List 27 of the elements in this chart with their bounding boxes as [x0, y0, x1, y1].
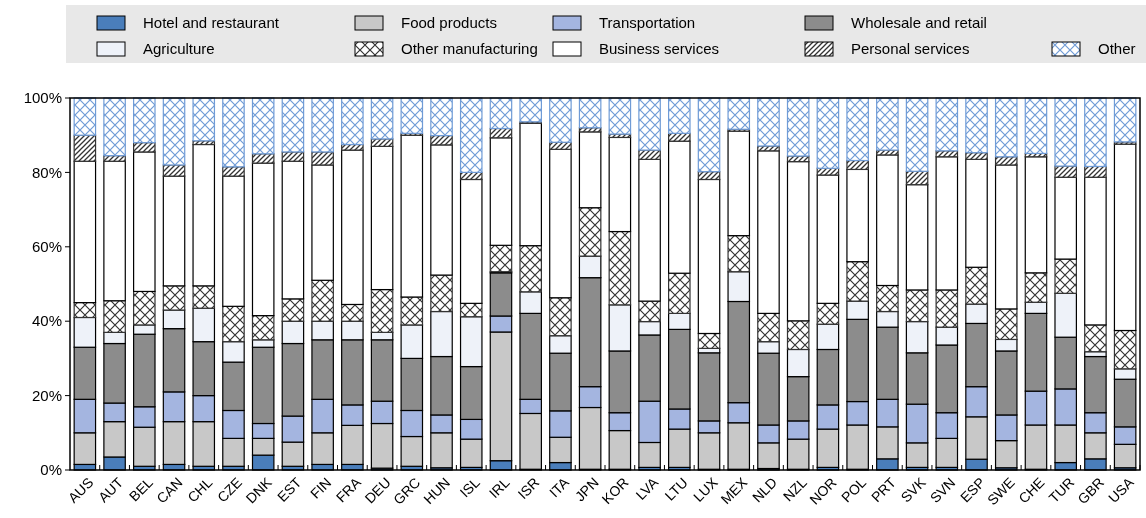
y-tick-label: 80%	[31, 163, 62, 181]
legend-label: Wholesale and retail	[851, 14, 987, 31]
x-tick-label: LVA	[632, 473, 662, 503]
legend-label: Personal services	[851, 40, 970, 57]
legend-label: Other manufacturing	[401, 40, 538, 57]
x-tick-label: CHL	[184, 474, 216, 506]
y-tick-label: 40%	[31, 312, 62, 330]
x-tick-label: NZL	[779, 474, 810, 505]
x-tick-label: POL	[838, 474, 870, 506]
legend-label: Transportation	[599, 14, 696, 31]
legend-label: Agriculture	[143, 40, 215, 57]
legend-label: Hotel and restaurant	[143, 14, 280, 31]
x-tick-label: TUR	[1045, 474, 1078, 506]
y-tick-label: 60%	[31, 238, 62, 256]
y-tick-label: 20%	[31, 386, 62, 404]
x-tick-label: FIN	[306, 474, 335, 502]
y-tick-label: 100%	[23, 89, 62, 107]
x-tick-label: ITA	[546, 473, 573, 501]
legend-label: Business services	[599, 40, 720, 57]
x-tick-label: ISR	[514, 474, 543, 503]
x-tick-label: IRL	[485, 474, 513, 501]
x-tick-label: USA	[1105, 473, 1138, 506]
x-tick-label: ISL	[456, 474, 483, 501]
legend-label: Food products	[401, 14, 497, 31]
x-tick-label: BEL	[125, 474, 157, 505]
legend-label: Other	[1098, 40, 1136, 57]
y-tick-label: 0%	[40, 461, 62, 479]
